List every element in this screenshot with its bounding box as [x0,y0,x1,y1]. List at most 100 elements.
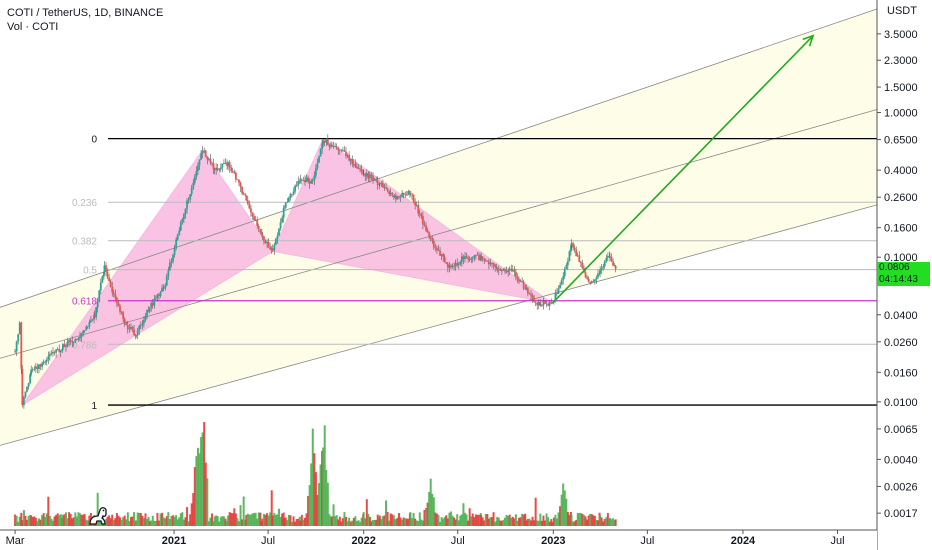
volume-bar [283,518,286,526]
volume-bar [600,517,603,526]
volume-bar [159,513,162,526]
volume-bar [125,519,128,526]
candle-body [426,230,429,233]
volume-bar [42,513,45,526]
volume-bar [249,514,252,526]
candle-body [74,339,77,343]
candle-body [391,192,394,196]
volume-bar [30,515,33,526]
candle-body [141,323,144,326]
volume-bar [391,514,394,526]
candle-body [404,194,407,196]
candle-body [389,192,392,194]
candle-body [362,171,365,175]
volume-bar [284,517,287,526]
candle-body [21,368,24,406]
volume-bar [138,512,141,526]
volume-bar [156,512,159,526]
volume-bar [34,517,37,526]
candle-body [75,339,78,340]
candle-body [494,264,497,268]
volume-bar [589,513,592,526]
candle-body [197,165,199,172]
volume-bar [518,517,521,526]
candle-body [418,213,421,215]
volume-bar [154,520,157,526]
y-tick-label: 1.0000 [884,108,918,120]
volume-bar [453,517,456,526]
volume-bar [417,520,420,526]
volume-bar [578,513,581,526]
volume-bar [246,513,249,526]
candle-body [111,286,114,293]
candle-body [223,163,225,165]
volume-bar [568,514,571,526]
volume-bar [544,520,547,526]
candle-body [154,298,157,300]
candle-body [30,369,33,375]
candle-body [484,259,487,261]
tradingview-logo-icon [89,507,107,525]
last-price-badge: 0.0806 04:14:43 [877,262,930,286]
candle-body [603,261,606,267]
volume-bar [522,514,525,526]
candle-body [187,199,190,201]
volume-bar [117,515,120,526]
volume-bar [190,503,193,526]
candle-body [307,177,309,182]
volume-bar [606,513,609,526]
candle-body [42,361,45,364]
candle-body [158,294,160,296]
volume-bar [72,517,75,526]
volume-bar [200,436,203,526]
volume-bar [500,520,503,526]
volume-bar [109,518,112,526]
volume-bar [525,520,528,526]
volume-bar [593,515,596,526]
x-tick-label: Jul [640,535,654,547]
candle-body [531,295,534,298]
candle-body [412,194,415,202]
candle-body [428,232,431,236]
candle-body [576,255,579,257]
volume-bar [481,517,484,526]
candle-body [178,230,181,235]
candle-body [476,254,479,256]
volume-bar [470,516,473,526]
volume-bar [383,515,386,526]
volume-bar [193,467,196,526]
volume-bar [505,515,508,526]
candle-body [373,179,376,181]
volume-bar [437,515,440,526]
candle-body [72,342,75,343]
volume-bar [297,518,300,526]
volume-bar [614,519,617,526]
volume-bar [393,519,396,526]
candle-body [165,276,168,286]
candle-body [267,242,270,248]
volume-bar [108,515,111,526]
volume-bar [51,520,54,526]
candle-body [521,281,524,282]
volume-bar [359,521,362,526]
candle-body [575,249,578,257]
candle-body [415,204,418,206]
candle-body [131,327,134,330]
volume-bar [330,516,333,526]
volume-bar [267,515,270,526]
volume-bar [354,516,357,526]
volume-bar [435,513,438,526]
candle-body [540,305,543,307]
candle-body [47,356,50,360]
volume-bar [448,512,451,526]
candle-body [516,276,519,280]
x-tick-label: Jul [261,535,275,547]
candle-body [534,301,537,303]
candle-body [294,185,297,192]
candle-body [593,279,596,282]
candle-body [473,255,476,258]
candle-body [33,368,36,370]
candle-body [337,147,340,151]
